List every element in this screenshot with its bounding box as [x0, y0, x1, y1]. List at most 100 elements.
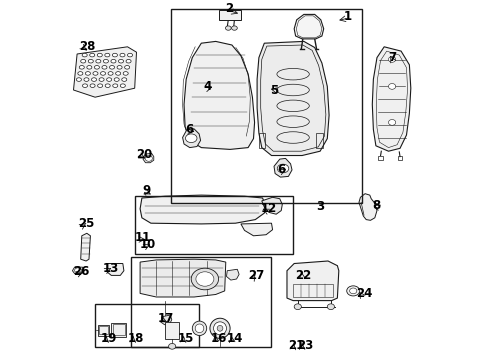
Text: 13: 13 [102, 262, 118, 275]
Bar [316, 133, 322, 148]
Bar [258, 133, 265, 148]
Polygon shape [286, 261, 338, 301]
Polygon shape [241, 223, 272, 236]
Polygon shape [140, 259, 225, 297]
Bar [113, 324, 125, 335]
Ellipse shape [96, 59, 101, 63]
Text: 18: 18 [127, 332, 143, 345]
Polygon shape [81, 233, 90, 261]
Ellipse shape [196, 272, 213, 286]
Ellipse shape [120, 84, 125, 87]
Ellipse shape [108, 72, 113, 75]
Ellipse shape [90, 84, 95, 87]
Polygon shape [142, 153, 153, 163]
Text: 25: 25 [78, 217, 94, 230]
Bar [292, 284, 332, 297]
Ellipse shape [387, 120, 395, 125]
Text: 6: 6 [276, 163, 285, 176]
Ellipse shape [76, 78, 81, 81]
Text: 20: 20 [136, 148, 152, 161]
Polygon shape [161, 315, 171, 325]
Bar [397, 156, 401, 160]
Ellipse shape [87, 66, 92, 69]
Ellipse shape [225, 26, 231, 30]
Bar [378, 156, 382, 160]
Ellipse shape [168, 343, 175, 349]
Text: 17: 17 [158, 312, 174, 325]
Text: 14: 14 [226, 332, 243, 345]
Bar [134, 196, 292, 254]
Text: 26: 26 [73, 265, 90, 278]
Polygon shape [273, 158, 291, 177]
Ellipse shape [387, 57, 395, 62]
Text: 2: 2 [224, 3, 232, 15]
Text: 1: 1 [343, 10, 351, 23]
Ellipse shape [346, 286, 359, 296]
Bar [170, 9, 361, 203]
Text: 6: 6 [185, 123, 193, 136]
Polygon shape [226, 269, 239, 280]
Text: 8: 8 [371, 199, 380, 212]
Polygon shape [358, 194, 376, 220]
Ellipse shape [114, 78, 119, 81]
Text: 12: 12 [260, 202, 276, 215]
Bar [165, 322, 179, 339]
Text: 24: 24 [355, 287, 372, 300]
Ellipse shape [103, 59, 108, 63]
Polygon shape [257, 41, 328, 156]
Text: 22: 22 [294, 269, 310, 282]
Ellipse shape [277, 164, 288, 173]
Ellipse shape [78, 72, 82, 75]
Ellipse shape [127, 53, 132, 57]
Ellipse shape [85, 72, 90, 75]
Text: 10: 10 [140, 238, 156, 251]
Ellipse shape [213, 322, 226, 335]
Ellipse shape [209, 318, 230, 338]
Ellipse shape [113, 84, 118, 87]
Text: 4: 4 [203, 80, 211, 93]
Ellipse shape [231, 26, 237, 30]
Text: 19: 19 [101, 332, 117, 345]
Ellipse shape [82, 53, 87, 57]
Ellipse shape [75, 268, 81, 273]
Text: 27: 27 [247, 269, 264, 282]
Ellipse shape [123, 72, 128, 75]
Ellipse shape [117, 66, 122, 69]
Ellipse shape [97, 53, 102, 57]
Ellipse shape [124, 66, 129, 69]
Ellipse shape [109, 66, 114, 69]
Text: 11: 11 [134, 231, 151, 244]
Ellipse shape [294, 304, 301, 310]
Ellipse shape [115, 72, 121, 75]
Ellipse shape [91, 78, 96, 81]
Polygon shape [183, 41, 254, 149]
Bar [131, 257, 271, 347]
Ellipse shape [79, 66, 84, 69]
Ellipse shape [98, 84, 102, 87]
Ellipse shape [122, 78, 126, 81]
Bar [98, 325, 109, 336]
Text: 9: 9 [142, 184, 150, 197]
Polygon shape [371, 47, 410, 151]
Ellipse shape [88, 59, 93, 63]
Ellipse shape [84, 78, 89, 81]
Ellipse shape [126, 59, 131, 63]
Ellipse shape [93, 72, 98, 75]
Ellipse shape [89, 53, 95, 57]
Bar [95, 304, 199, 347]
Bar [99, 326, 107, 334]
Bar [219, 10, 241, 20]
Ellipse shape [106, 78, 111, 81]
Ellipse shape [185, 134, 197, 143]
Ellipse shape [99, 78, 104, 81]
Polygon shape [73, 47, 136, 97]
Ellipse shape [349, 288, 356, 294]
Polygon shape [107, 264, 123, 275]
Text: 21: 21 [287, 339, 304, 352]
Text: 15: 15 [178, 332, 194, 345]
Ellipse shape [112, 53, 117, 57]
Text: 16: 16 [210, 332, 226, 345]
Ellipse shape [195, 324, 203, 333]
Ellipse shape [94, 66, 99, 69]
Bar [111, 323, 126, 337]
